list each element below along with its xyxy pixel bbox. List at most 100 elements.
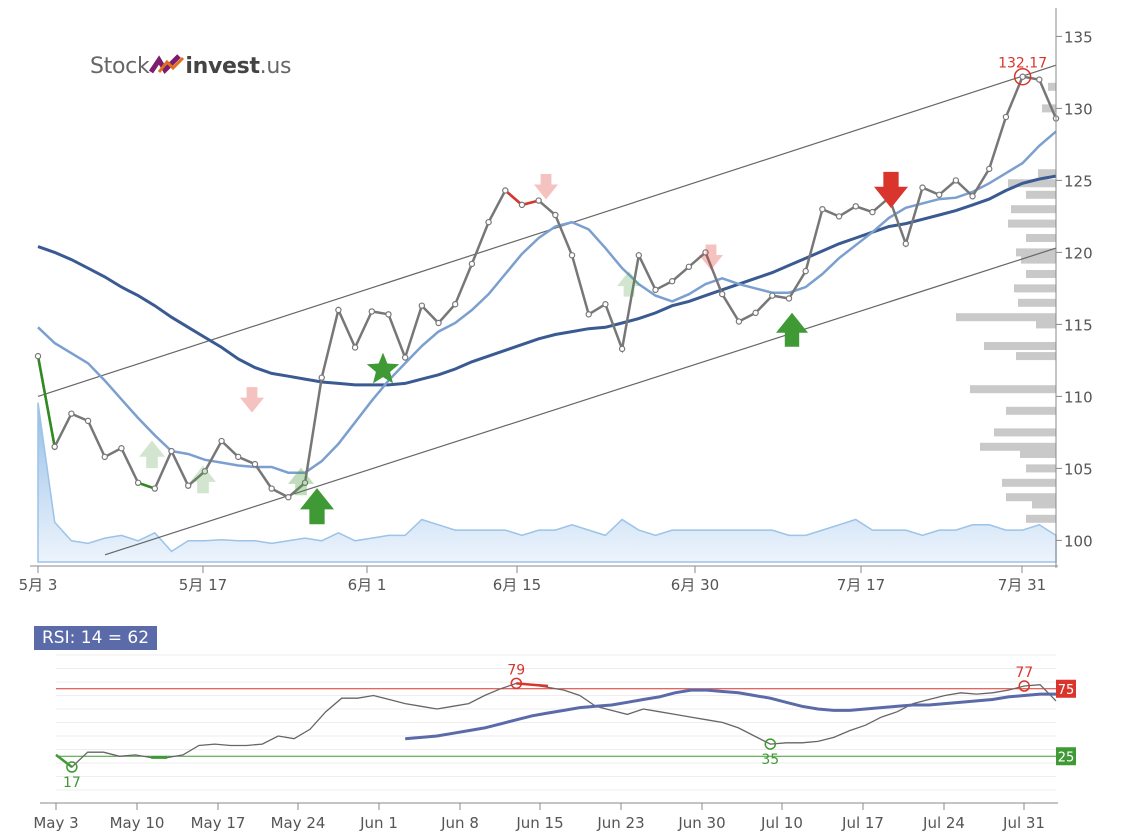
rsi-x-tick-label: May 10 (110, 814, 165, 832)
rsi-average-line (405, 688, 1056, 741)
volume-profile-bar (1026, 464, 1056, 473)
x-tick-label: 5月 17 (179, 576, 227, 594)
price-point (51, 443, 58, 450)
price-point (485, 218, 492, 226)
price-point (819, 205, 826, 213)
price-point (34, 352, 42, 360)
price-segment-red (504, 189, 523, 206)
y-tick-label: 105 (1064, 460, 1093, 478)
price-point (235, 453, 242, 461)
price-point (618, 345, 626, 353)
price-point (568, 252, 576, 259)
volume-profile-bar (956, 313, 1056, 322)
rsi-last-high-label: 77 (1015, 665, 1033, 681)
price-point (852, 203, 859, 210)
price-point (902, 240, 910, 247)
buy-arrow (300, 488, 334, 525)
x-tick-label: 6月 30 (671, 576, 719, 594)
rsi-x-tick-label: May 3 (33, 814, 78, 832)
sell-arrow-faded (240, 387, 264, 413)
price-point (218, 437, 225, 445)
rsi-x-tick-label: Jun 8 (440, 814, 479, 832)
volume-profile-bar (1026, 234, 1056, 242)
rsi-high-marker (510, 677, 523, 690)
price-point (68, 410, 75, 417)
price-point (351, 344, 359, 351)
rsi-low-start-marker (66, 761, 78, 773)
price-point (418, 302, 426, 309)
volume-profile-bar (1038, 169, 1056, 178)
price-point (335, 306, 342, 314)
buy-arrow-faded (288, 467, 314, 496)
price-point (101, 453, 108, 461)
buy-arrow-faded (617, 271, 641, 297)
volume-profile-bar (980, 442, 1056, 451)
rsi-x-tick-label: Jun 30 (677, 814, 725, 832)
buy-arrow (776, 312, 808, 347)
rsi-lower-badge (1056, 747, 1076, 766)
sell-arrow-faded (699, 244, 723, 271)
price-point (735, 318, 743, 325)
price-point (585, 311, 592, 318)
high-marker (1013, 67, 1032, 86)
price-point (468, 260, 476, 268)
y-tick-label: 110 (1064, 388, 1093, 406)
high-annotation-label: 132.17 (998, 56, 1047, 72)
buy-arrow-faded (139, 440, 165, 469)
rsi-low-marker (764, 738, 777, 750)
rsi-low-label: 35 (761, 752, 779, 768)
volume-profile-bar (984, 342, 1056, 350)
y-tick-label: 120 (1064, 244, 1093, 262)
volume-profile-bar (994, 428, 1056, 437)
price-point (802, 267, 809, 275)
rsi-x-tick-label: Jul 10 (760, 814, 803, 832)
price-point (452, 301, 459, 308)
sell-arrow (874, 171, 908, 209)
volume-profile-bar (1006, 406, 1056, 415)
buy-arrow-faded (190, 465, 216, 494)
price-point (184, 482, 192, 489)
price-point (685, 263, 693, 270)
price-point (285, 494, 292, 501)
y-tick-label: 135 (1064, 28, 1093, 46)
rsi-oversold-segment (55, 753, 73, 769)
price-point (769, 292, 776, 299)
price-point (368, 308, 375, 315)
price-drop-segment (36, 355, 56, 448)
rsi-x-tick-label: Jul 17 (841, 814, 884, 832)
sma-short-line (37, 130, 1057, 474)
volume-profile-bar (1021, 255, 1056, 264)
volume-profile-bar (1032, 500, 1056, 509)
volume-profile-bar (1006, 493, 1056, 502)
price-point (869, 208, 876, 216)
volume-profile-bar (1042, 104, 1056, 113)
price-point (168, 447, 175, 455)
rsi-x-tick-label: May 24 (271, 814, 326, 832)
channel-lower-line (104, 247, 1057, 556)
x-tick-label: 7月 31 (998, 576, 1046, 594)
sell-arrow-faded (534, 173, 558, 200)
price-point (1002, 113, 1010, 121)
price-point (401, 354, 409, 361)
volume-profile-bar (1014, 284, 1056, 293)
price-point (1019, 73, 1026, 80)
price-point (84, 417, 92, 425)
logo-text-right: invest (185, 54, 260, 79)
price-point (719, 290, 726, 298)
price-point (502, 187, 509, 194)
rsi-x-tick-label: Jun 23 (596, 814, 644, 832)
price-line (36, 75, 1058, 499)
rsi-low-start-label: 17 (63, 775, 81, 791)
volume-area (37, 402, 1057, 563)
price-point (518, 201, 526, 209)
rsi-high-label: 79 (507, 662, 525, 678)
rsi-last-high-marker (1018, 680, 1031, 692)
price-point (385, 311, 392, 318)
volume-profile-bar (1002, 478, 1056, 487)
price-point (435, 319, 442, 327)
price-point (935, 191, 943, 198)
rsi-x-tick-label: Jul 24 (922, 814, 965, 832)
volume-profile-bar (1008, 179, 1056, 188)
logo-text-suffix: .us (259, 54, 292, 79)
price-point (535, 197, 542, 204)
